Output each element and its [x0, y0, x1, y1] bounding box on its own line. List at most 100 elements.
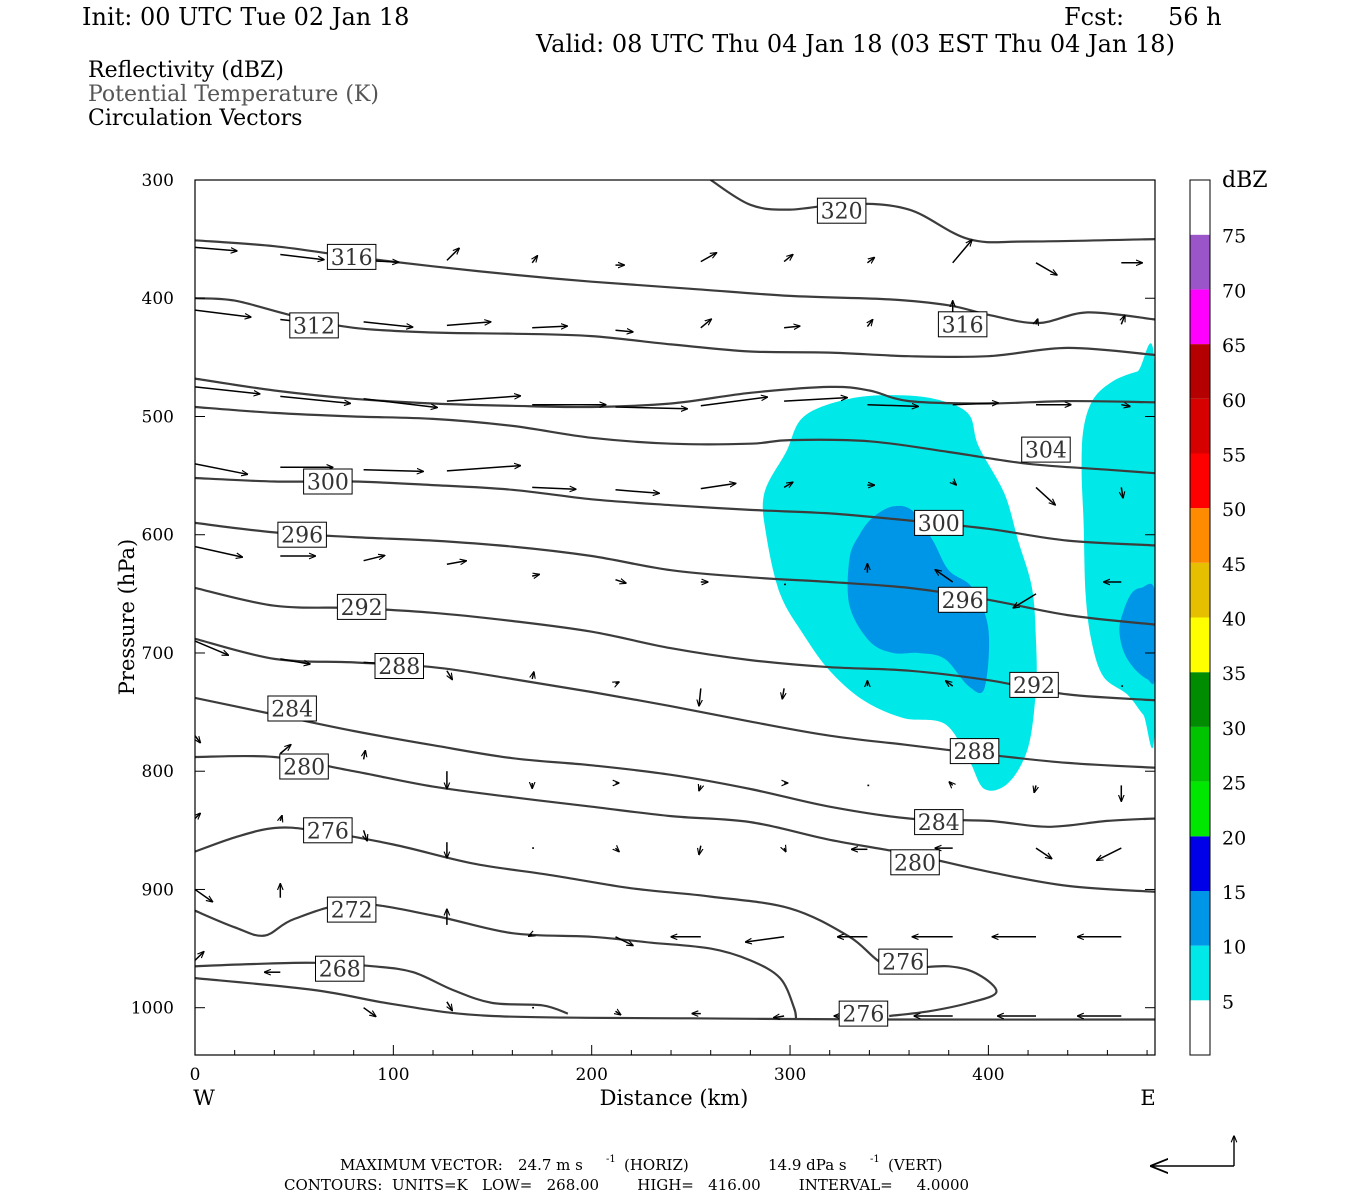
vector-22: [1036, 319, 1038, 324]
contour-label-316-2: 316: [937, 311, 988, 338]
reflectivity-area-10dbz-1: [847, 505, 990, 694]
axis-ticks: 0 100 200 300 400 300 400 500 600 700 800 900 1000: [131, 171, 1155, 1085]
vector-58: [1013, 593, 1037, 608]
vector-42: [700, 483, 736, 490]
vector-65: [616, 682, 620, 684]
max-vector-vert: 14.9 dPa s: [768, 1156, 847, 1174]
vector-50: [363, 556, 385, 562]
vector-41: [615, 489, 660, 494]
contour-label-box: [303, 817, 353, 844]
vector-69: [946, 681, 954, 686]
vector-94: [1035, 847, 1052, 859]
vector-26: [363, 398, 438, 408]
isentrope-296k-6: [195, 521, 1155, 626]
contour-label-320-0: 320: [816, 197, 867, 225]
colorbar-label-75: 75: [1222, 226, 1246, 248]
vector-38: [363, 470, 424, 472]
reference-vector: [1152, 1136, 1234, 1166]
contour-label-288-11: 288: [374, 653, 424, 680]
contour-label-284-14: 284: [914, 809, 964, 836]
init-time: Init: 00 UTC Tue 02 Jan 18: [82, 3, 409, 31]
vector-17: [615, 330, 634, 332]
colorbar-swatch-10: [1190, 453, 1210, 509]
vector-47: [1121, 487, 1123, 498]
x-tick-label-300: 300: [774, 1065, 806, 1085]
vector-0: [195, 246, 237, 251]
contour-label-text: 300: [918, 512, 960, 537]
vector-46: [1035, 486, 1055, 505]
colorbar-label-55: 55: [1222, 444, 1246, 466]
max-vector-horiz-exponent: -1: [606, 1154, 616, 1165]
reflectivity-area-10dbz-3: [1119, 583, 1155, 685]
colorbar: 5 10 15 20 25 30 35 40 45 50 55 60 65 70 75: [1189, 179, 1246, 1056]
vector-60: [195, 640, 228, 655]
contour-label-276-17: 276: [303, 817, 353, 844]
colorbar-swatch-15: [1190, 180, 1210, 235]
vector-84: [195, 813, 200, 818]
vector-23: [1121, 316, 1125, 325]
contour-label-292-10: 292: [1009, 671, 1059, 699]
vector-52: [532, 574, 539, 576]
valid-time: Valid: 08 UTC Thu 04 Jan 18 (03 EST Thu …: [535, 30, 1175, 58]
vector-35: [1121, 405, 1130, 407]
contour-label-268-21: 268: [315, 955, 365, 983]
vector-81: [949, 782, 953, 786]
contour-label-288-12: 288: [949, 738, 1000, 765]
colorbar-unit: dBZ: [1222, 168, 1268, 193]
colorbar-label-65: 65: [1222, 335, 1246, 357]
colorbar-label-15: 15: [1222, 882, 1246, 904]
vector-18: [700, 319, 712, 329]
vector-91: [784, 848, 786, 852]
vector-100: [529, 934, 533, 936]
vector-90: [699, 845, 701, 855]
contour-label-layer: 320 316 316 312 304 300 300 296 296 292 292 288 288 2…: [267, 197, 1071, 1028]
colorbar-swatch-6: [1190, 672, 1210, 727]
contour-label-text: 272: [331, 899, 373, 924]
vector-85: [280, 816, 282, 821]
contour-info: CONTOURS: UNITS=K LOW= 268.00 HIGH= 416.…: [284, 1176, 969, 1194]
vector-57: [935, 570, 954, 583]
vector-19: [784, 326, 800, 328]
contour-label-box: [374, 653, 424, 679]
vector-25: [280, 395, 350, 403]
isentrope-272k-12: [195, 902, 798, 1020]
vector-48: [195, 545, 242, 558]
isentrope-layer: [195, 180, 1155, 1021]
vector-4: [532, 256, 537, 264]
legend-field-vectors: Circulation Vectors: [88, 106, 302, 131]
colorbar-swatch-2: [1190, 890, 1210, 946]
contour-label-312-3: 312: [289, 312, 339, 339]
max-vector-horiz: 24.7 m s: [518, 1156, 583, 1174]
colorbar-swatch-14: [1190, 234, 1210, 290]
contour-label-296-7: 296: [277, 521, 327, 549]
colorbar-swatch-0: [1190, 1000, 1210, 1055]
contour-label-box: [315, 955, 365, 982]
vector-9: [952, 240, 972, 264]
x-tick-label-200: 200: [575, 1065, 607, 1085]
contour-label-304-4: 304: [1021, 436, 1071, 464]
vector-51: [446, 561, 466, 565]
legend-field-reflectivity: Reflectivity (dBZ): [88, 58, 284, 83]
vector-12: [195, 309, 251, 317]
contour-label-text: 284: [271, 698, 313, 723]
vector-1: [280, 253, 324, 260]
x-tick-label-100: 100: [377, 1065, 409, 1085]
contour-label-text: 276: [882, 951, 924, 976]
vector-78: [699, 785, 701, 790]
contour-label-272-20: 272: [326, 896, 377, 924]
vector-101: [615, 936, 634, 946]
contour-label-276-19: 276: [838, 1000, 889, 1028]
colorbar-label-20: 20: [1222, 827, 1246, 849]
y-tick-label-800: 800: [142, 762, 174, 782]
contour-label-text: 276: [307, 819, 349, 844]
colorbar-swatch-8: [1190, 562, 1210, 618]
contour-label-box: [289, 312, 339, 339]
vector-111: [447, 1001, 452, 1011]
isentrope-276k-14: [195, 977, 1155, 1021]
colorbar-swatch-12: [1190, 344, 1210, 399]
contour-label-280-15: 280: [279, 753, 329, 781]
isentrope-284k-9: [195, 696, 1155, 828]
vector-30: [700, 397, 768, 407]
contour-label-box: [1021, 436, 1071, 463]
vector-95: [1097, 847, 1122, 860]
